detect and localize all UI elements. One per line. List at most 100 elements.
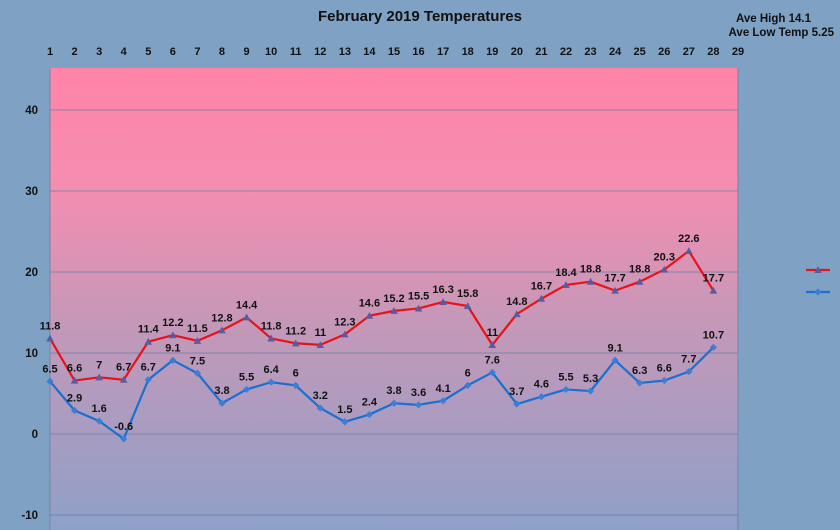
- data-label-low: 7.5: [190, 355, 205, 367]
- data-point-high: [341, 330, 349, 338]
- legend-marker-high: [814, 266, 822, 274]
- x-tick-label: 24: [609, 46, 622, 58]
- data-labels: 11.86.6 7 6.711.412.2 11.512.814.411.8 11.2 1…: [40, 233, 725, 433]
- data-label-low: 7.6: [485, 354, 500, 366]
- data-point-low: [513, 400, 521, 408]
- data-label-low: 2.9: [67, 393, 82, 405]
- data-point-high: [169, 331, 177, 339]
- x-tick-label: 16: [412, 46, 424, 58]
- data-label-low: 1.6: [91, 403, 106, 415]
- data-label-high: 14.6: [359, 298, 380, 310]
- data-point-high: [463, 302, 472, 310]
- x-axis-ticks: 1 2 3 4 5 6 7 8 9 10 11 12 13 14 15 16 17 18 19 20 21 22 23 24 2…: [47, 46, 744, 58]
- data-label-low: 6.6: [657, 363, 672, 375]
- data-label-low: 3.7: [509, 386, 524, 398]
- data-point-low: [586, 387, 595, 395]
- data-label-low: 3.8: [386, 385, 401, 397]
- data-point-high: [267, 334, 275, 342]
- x-tick-label: 29: [732, 46, 744, 58]
- data-point-low: [46, 377, 54, 385]
- data-point-low: [267, 378, 275, 386]
- data-label-high: 22.6: [678, 233, 699, 245]
- data-point-high: [709, 286, 718, 294]
- x-tick-label: 23: [584, 46, 596, 58]
- data-point-high: [537, 294, 546, 302]
- data-point-low: [464, 381, 472, 389]
- data-point-low: [390, 399, 398, 407]
- data-point-low: [95, 417, 103, 425]
- y-tick-label: 0: [32, 429, 38, 441]
- series-line-low: [49, 346, 715, 440]
- data-point-low: [709, 343, 717, 351]
- data-point-low: [562, 385, 570, 394]
- data-label-high: 6.7: [116, 362, 131, 374]
- data-label-high: 11.2: [285, 325, 306, 337]
- x-tick-label: 9: [243, 46, 249, 58]
- x-tick-label: 3: [96, 46, 102, 58]
- x-tick-label: 15: [388, 46, 400, 58]
- data-point-low: [685, 368, 693, 376]
- data-label-high: 11.5: [187, 323, 208, 335]
- data-point-high: [635, 277, 644, 285]
- data-point-high: [390, 307, 398, 314]
- data-label-high: 17.7: [604, 273, 625, 285]
- x-tick-label: 10: [265, 46, 277, 58]
- data-point-high: [562, 281, 570, 288]
- y-tick-label: 20: [25, 267, 38, 279]
- data-point-low: [537, 393, 545, 401]
- data-label-high: 6.6: [67, 363, 82, 375]
- data-label-low: 5.5: [558, 371, 573, 383]
- data-label-low: 7.7: [681, 354, 696, 366]
- data-point-low: [414, 401, 423, 409]
- data-point-high: [685, 247, 693, 254]
- data-point-high: [119, 375, 128, 383]
- data-label-high: 7: [96, 359, 102, 371]
- data-point-high: [70, 376, 79, 384]
- data-point-high: [611, 286, 619, 294]
- x-tick-label: 27: [683, 46, 695, 58]
- data-point-high: [218, 326, 226, 334]
- data-point-high: [660, 265, 669, 273]
- chart-title: February 2019 Temperatures: [318, 8, 522, 25]
- ave-low-annotation: Ave Low Temp 5.25: [728, 27, 834, 39]
- x-tick-label: 17: [437, 46, 449, 58]
- x-tick-label: 26: [658, 46, 670, 58]
- x-tick-label: 22: [560, 46, 572, 58]
- data-point-low: [488, 368, 496, 377]
- y-tick-label: 30: [25, 186, 38, 198]
- data-point-high: [365, 311, 374, 319]
- data-point-low: [120, 435, 128, 443]
- data-label-high: 11.8: [40, 320, 61, 332]
- data-point-low: [660, 376, 668, 385]
- data-label-high: 11.4: [138, 324, 160, 336]
- data-label-low: 6.4: [263, 364, 279, 376]
- data-label-low: 9.1: [165, 342, 180, 354]
- data-label-low: -0.6: [114, 421, 133, 433]
- data-label-low: 9.1: [607, 342, 622, 354]
- x-tick-label: 18: [462, 46, 474, 58]
- data-point-high: [291, 339, 300, 347]
- x-tick-label: 20: [511, 46, 523, 58]
- plot-area: [50, 68, 738, 530]
- data-point-high: [242, 313, 251, 321]
- series-line-high: [49, 249, 715, 382]
- data-label-low: 4.6: [534, 379, 549, 391]
- data-label-high: 11.8: [261, 320, 282, 332]
- data-label-low: 1.5: [337, 404, 352, 416]
- y-tick-label: 40: [25, 105, 38, 117]
- data-label-high: 12.8: [211, 312, 232, 324]
- data-point-low: [341, 418, 349, 426]
- data-label-low: 5.3: [583, 373, 598, 385]
- data-point-low: [292, 381, 300, 389]
- data-point-low: [365, 410, 374, 419]
- data-point-high: [144, 337, 153, 345]
- data-label-high: 11: [314, 327, 326, 339]
- x-tick-label: 7: [194, 46, 200, 58]
- data-label-high: 12.3: [334, 316, 355, 328]
- data-label-high: 18.8: [580, 264, 601, 276]
- x-tick-label: 14: [363, 46, 376, 58]
- data-label-low: 3.6: [411, 387, 426, 399]
- legend-marker-low: [814, 288, 822, 296]
- x-tick-label: 6: [170, 46, 176, 58]
- data-label-high: 15.2: [383, 293, 404, 305]
